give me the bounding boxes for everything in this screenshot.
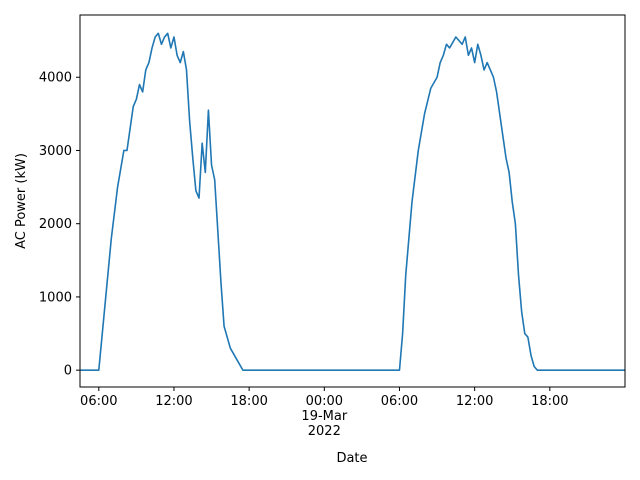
y-tick-label: 3000	[39, 144, 72, 159]
x-tick-label: 18:00	[531, 394, 568, 409]
y-tick-label: 1000	[39, 290, 72, 305]
data-line	[80, 32, 625, 371]
y-tick-label: 2000	[39, 217, 72, 232]
x-tick-label: 12:00	[155, 394, 192, 409]
x-tick-label: 00:00 19-Mar 2022	[301, 394, 347, 439]
x-tick-label: 18:00	[230, 394, 267, 409]
y-tick-label: 4000	[39, 71, 72, 86]
plot-frame	[79, 14, 626, 388]
y-axis-label: AC Power (kW)	[14, 153, 29, 249]
x-tick-label: 06:00	[80, 394, 117, 409]
x-tick-label: 12:00	[456, 394, 493, 409]
y-tick-label: 0	[64, 364, 72, 379]
x-tick-label: 06:00	[381, 394, 418, 409]
x-axis-label: Date	[336, 451, 367, 466]
